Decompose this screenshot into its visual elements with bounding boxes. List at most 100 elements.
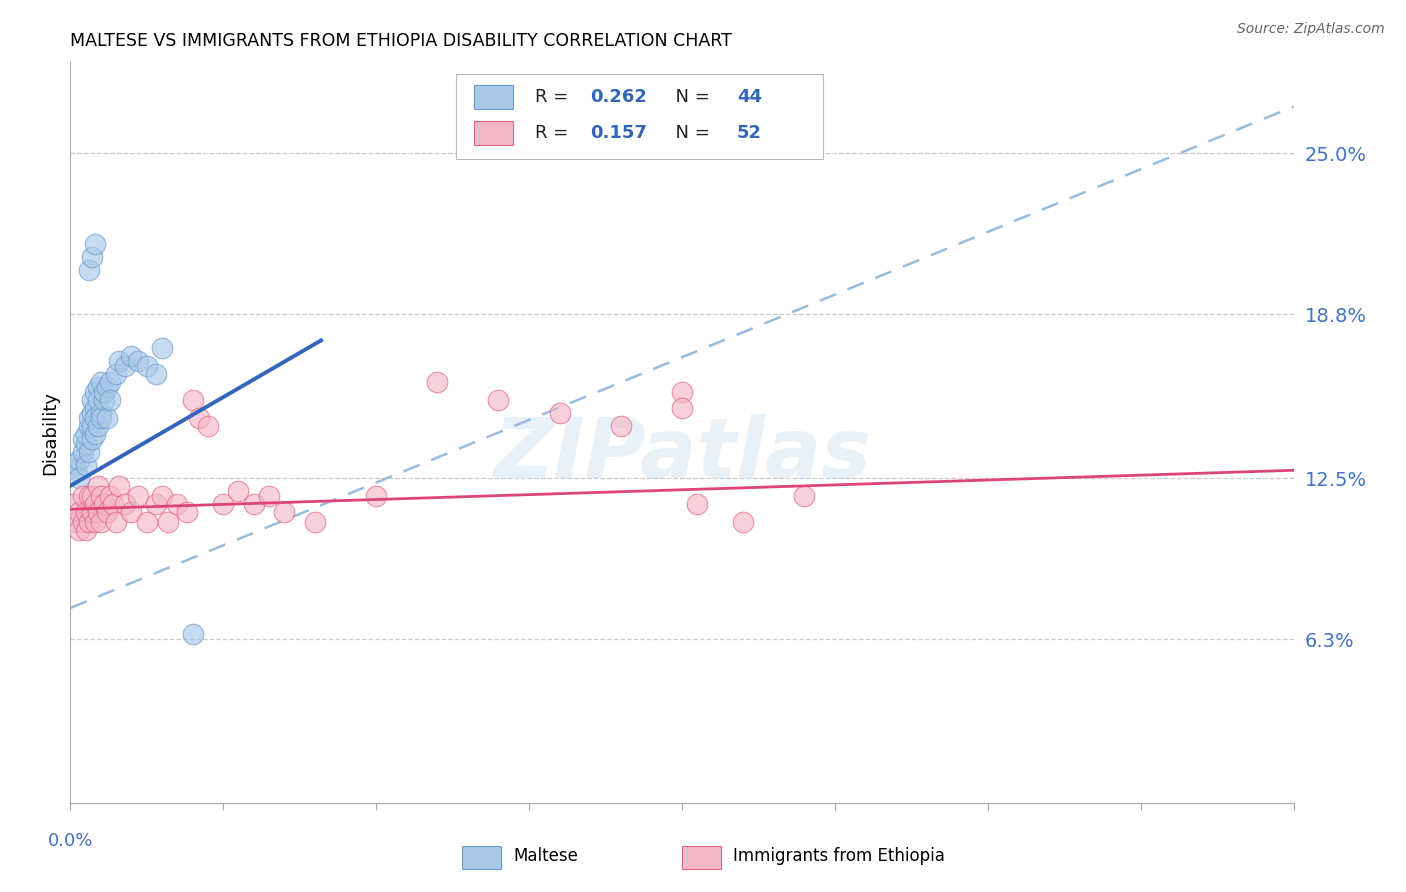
Point bbox=[69, 523, 91, 537]
Point bbox=[80, 250, 103, 264]
Text: 44: 44 bbox=[737, 88, 762, 106]
Point bbox=[488, 393, 510, 408]
Point bbox=[83, 497, 105, 511]
Point bbox=[69, 453, 91, 467]
Point bbox=[93, 393, 115, 408]
Text: Source: ZipAtlas.com: Source: ZipAtlas.com bbox=[1237, 22, 1385, 37]
Point bbox=[75, 437, 97, 451]
Point bbox=[77, 445, 100, 459]
Point bbox=[121, 349, 143, 363]
Point bbox=[150, 341, 173, 355]
Point bbox=[83, 515, 105, 529]
Text: MALTESE VS IMMIGRANTS FROM ETHIOPIA DISABILITY CORRELATION CHART: MALTESE VS IMMIGRANTS FROM ETHIOPIA DISA… bbox=[70, 32, 733, 50]
Point bbox=[610, 419, 633, 434]
Text: N =: N = bbox=[664, 88, 716, 106]
Text: 0.157: 0.157 bbox=[591, 124, 647, 142]
Point bbox=[90, 515, 112, 529]
Point bbox=[87, 393, 110, 408]
Point bbox=[197, 419, 219, 434]
Text: R =: R = bbox=[536, 124, 574, 142]
Point bbox=[90, 375, 112, 389]
Point bbox=[69, 471, 91, 485]
FancyBboxPatch shape bbox=[682, 846, 721, 870]
Point bbox=[145, 367, 167, 381]
Point bbox=[98, 375, 121, 389]
Point bbox=[75, 523, 97, 537]
Point bbox=[65, 515, 87, 529]
Point bbox=[75, 505, 97, 519]
Point bbox=[65, 463, 87, 477]
Point bbox=[176, 505, 198, 519]
Text: 0.0%: 0.0% bbox=[48, 832, 93, 850]
Point bbox=[121, 505, 143, 519]
Point bbox=[187, 411, 209, 425]
Point bbox=[114, 497, 136, 511]
Point bbox=[90, 411, 112, 425]
Point bbox=[96, 411, 118, 425]
Point bbox=[114, 359, 136, 374]
Point bbox=[166, 497, 188, 511]
Point bbox=[105, 367, 128, 381]
Point bbox=[671, 401, 693, 415]
Text: ZIPatlas: ZIPatlas bbox=[494, 414, 870, 495]
Point bbox=[101, 497, 124, 511]
Point bbox=[212, 497, 235, 511]
Point bbox=[83, 426, 105, 441]
Point bbox=[157, 515, 180, 529]
Text: Immigrants from Ethiopia: Immigrants from Ethiopia bbox=[734, 847, 945, 865]
Point bbox=[80, 419, 103, 434]
Point bbox=[548, 406, 571, 420]
Point bbox=[72, 489, 94, 503]
Point bbox=[83, 237, 105, 252]
Point bbox=[80, 406, 103, 420]
Point bbox=[257, 489, 280, 503]
Point bbox=[90, 489, 112, 503]
Point bbox=[426, 375, 449, 389]
Point bbox=[228, 484, 250, 499]
Point bbox=[87, 419, 110, 434]
Point bbox=[686, 497, 709, 511]
Point bbox=[77, 489, 100, 503]
Point bbox=[96, 505, 118, 519]
Text: Maltese: Maltese bbox=[513, 847, 578, 865]
Text: 52: 52 bbox=[737, 124, 762, 142]
FancyBboxPatch shape bbox=[456, 73, 823, 159]
Point bbox=[98, 489, 121, 503]
Y-axis label: Disability: Disability bbox=[41, 391, 59, 475]
Point bbox=[62, 458, 84, 472]
Point bbox=[98, 393, 121, 408]
Point bbox=[93, 497, 115, 511]
Point bbox=[77, 515, 100, 529]
Point bbox=[108, 354, 131, 368]
Point bbox=[181, 627, 204, 641]
Point bbox=[69, 505, 91, 519]
Point bbox=[80, 489, 103, 503]
Point bbox=[150, 489, 173, 503]
Point bbox=[105, 515, 128, 529]
Point bbox=[135, 359, 157, 374]
Point bbox=[62, 497, 84, 511]
Point bbox=[93, 385, 115, 400]
Point bbox=[127, 354, 149, 368]
Point bbox=[145, 497, 167, 511]
FancyBboxPatch shape bbox=[474, 121, 513, 145]
Point bbox=[273, 505, 295, 519]
Point bbox=[108, 479, 131, 493]
Point bbox=[72, 445, 94, 459]
Point bbox=[72, 515, 94, 529]
Point bbox=[135, 515, 157, 529]
Point bbox=[80, 393, 103, 408]
Point bbox=[75, 426, 97, 441]
Text: 0.262: 0.262 bbox=[591, 88, 647, 106]
FancyBboxPatch shape bbox=[474, 86, 513, 109]
Point bbox=[243, 497, 266, 511]
Point bbox=[75, 458, 97, 472]
Point bbox=[304, 515, 326, 529]
Point bbox=[77, 263, 100, 277]
Point bbox=[80, 505, 103, 519]
Point bbox=[80, 432, 103, 446]
Point bbox=[366, 489, 388, 503]
Point bbox=[87, 505, 110, 519]
Point bbox=[96, 380, 118, 394]
Point bbox=[72, 432, 94, 446]
